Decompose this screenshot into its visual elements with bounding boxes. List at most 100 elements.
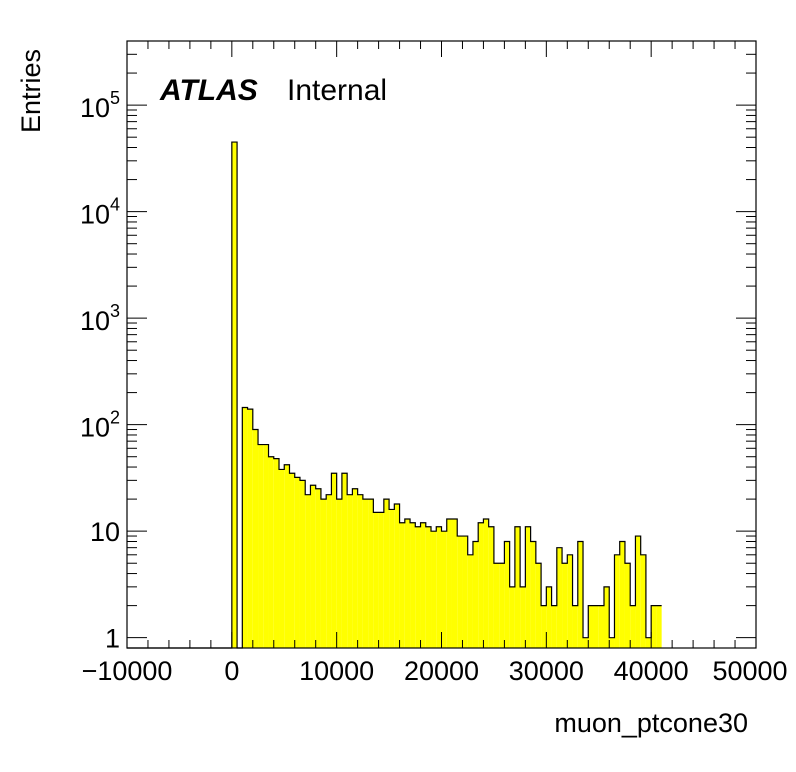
y-tick-labels: 1 10 102 103 104 105 bbox=[80, 88, 120, 654]
y-axis-label: Entries bbox=[16, 49, 46, 133]
histogram-bar bbox=[588, 605, 594, 648]
histogram-bar bbox=[446, 519, 452, 648]
histogram-bar bbox=[572, 605, 578, 648]
histogram-bar bbox=[383, 499, 390, 648]
histogram-bar bbox=[425, 526, 432, 648]
histogram-bar bbox=[268, 456, 274, 648]
histogram-bar bbox=[310, 485, 316, 648]
histogram-bar bbox=[541, 605, 547, 648]
histogram-bars bbox=[231, 142, 662, 648]
axis-ticks bbox=[126, 40, 757, 648]
histogram-bar bbox=[635, 536, 641, 648]
histogram-bar bbox=[279, 469, 285, 648]
histogram-bar bbox=[305, 494, 311, 648]
histogram-bar bbox=[546, 586, 552, 648]
histogram-bar bbox=[299, 480, 306, 648]
histogram-bar bbox=[551, 605, 557, 648]
histogram-bar bbox=[410, 522, 416, 648]
histogram-bar bbox=[462, 536, 468, 648]
x-axis-label: muon_ptcone30 bbox=[554, 708, 748, 738]
histogram-outline bbox=[127, 141, 662, 649]
x-tick-label: 10000 bbox=[299, 656, 374, 686]
histogram-bar bbox=[504, 541, 510, 648]
x-tick-labels: −10000 0 10000 20000 30000 40000 50000 bbox=[82, 656, 788, 686]
y-tick-label: 103 bbox=[80, 301, 120, 336]
histogram-bar bbox=[556, 547, 563, 648]
histogram-bar bbox=[436, 526, 442, 648]
histogram-bar bbox=[273, 458, 280, 648]
histogram-bar bbox=[231, 142, 238, 648]
x-tick-label: 30000 bbox=[509, 656, 584, 686]
histogram-bar bbox=[467, 554, 473, 648]
histogram-bar bbox=[530, 541, 536, 648]
histogram-bar bbox=[284, 464, 290, 648]
histogram-bar bbox=[373, 512, 379, 648]
histogram-bar bbox=[614, 554, 620, 648]
histogram-bar bbox=[399, 522, 405, 648]
y-tick-label: 104 bbox=[80, 195, 120, 230]
histogram-bar bbox=[451, 519, 458, 648]
histogram-bar bbox=[624, 563, 631, 648]
x-tick-label: −10000 bbox=[82, 656, 173, 686]
histogram-bar bbox=[415, 526, 421, 648]
histogram-bar bbox=[341, 473, 348, 648]
histogram-bar bbox=[645, 637, 652, 648]
histogram-bar bbox=[289, 473, 295, 648]
histogram-bar bbox=[656, 605, 662, 648]
histogram-bar bbox=[562, 563, 568, 648]
histogram-bar bbox=[567, 554, 573, 648]
histogram-bar bbox=[362, 499, 369, 648]
histogram-bar bbox=[483, 519, 489, 648]
atlas-label-bold: ATLAS bbox=[159, 74, 258, 107]
histogram-bar bbox=[640, 554, 646, 648]
histogram-bar bbox=[598, 605, 604, 648]
histogram-bar bbox=[352, 488, 358, 648]
histogram-bar bbox=[389, 509, 395, 648]
histogram-bar bbox=[630, 605, 636, 648]
histogram-bar bbox=[457, 536, 463, 648]
histogram-bar bbox=[378, 512, 384, 648]
y-tick-label: 10 bbox=[90, 517, 120, 547]
histogram-bar bbox=[488, 526, 494, 648]
histogram-bar bbox=[535, 563, 542, 648]
histogram-bar bbox=[394, 503, 400, 648]
x-tick-label: 20000 bbox=[404, 656, 479, 686]
histogram-bar bbox=[619, 541, 625, 648]
histogram-bar bbox=[263, 444, 269, 648]
x-tick-label: 0 bbox=[224, 656, 239, 686]
histogram-bar bbox=[603, 586, 610, 648]
atlas-label-internal: Internal bbox=[287, 74, 387, 107]
histogram-bar bbox=[247, 409, 253, 648]
histogram-bar bbox=[368, 499, 374, 648]
x-tick-label: 40000 bbox=[614, 656, 689, 686]
histogram-bar bbox=[509, 586, 515, 648]
histogram-bar bbox=[472, 541, 479, 648]
histogram-bar bbox=[525, 526, 531, 648]
histogram-bar bbox=[326, 494, 332, 648]
y-tick-label: 102 bbox=[80, 408, 120, 443]
histogram-bar bbox=[331, 473, 337, 648]
histogram-bar bbox=[478, 522, 484, 648]
histogram-bar bbox=[294, 477, 300, 648]
histogram-bar bbox=[242, 407, 248, 648]
histogram-bar bbox=[404, 519, 411, 648]
histogram-bar bbox=[431, 531, 437, 648]
histogram-bar bbox=[347, 494, 353, 648]
histogram-bar bbox=[252, 429, 259, 648]
histogram-bar bbox=[499, 563, 505, 648]
histogram-bar bbox=[420, 522, 426, 648]
histogram-bar bbox=[520, 586, 526, 648]
histogram-bar bbox=[336, 499, 342, 648]
y-tick-label: 105 bbox=[80, 88, 120, 123]
histogram-bar bbox=[583, 637, 589, 648]
histogram-bar bbox=[593, 605, 599, 648]
y-tick-label: 1 bbox=[105, 624, 120, 654]
histogram-bar bbox=[609, 637, 615, 648]
histogram-bar bbox=[493, 563, 500, 648]
histogram-bar bbox=[258, 444, 264, 648]
histogram-bar bbox=[651, 605, 657, 648]
histogram-bar bbox=[514, 526, 521, 648]
x-tick-label: 50000 bbox=[712, 656, 787, 686]
histogram-bar bbox=[315, 488, 321, 648]
